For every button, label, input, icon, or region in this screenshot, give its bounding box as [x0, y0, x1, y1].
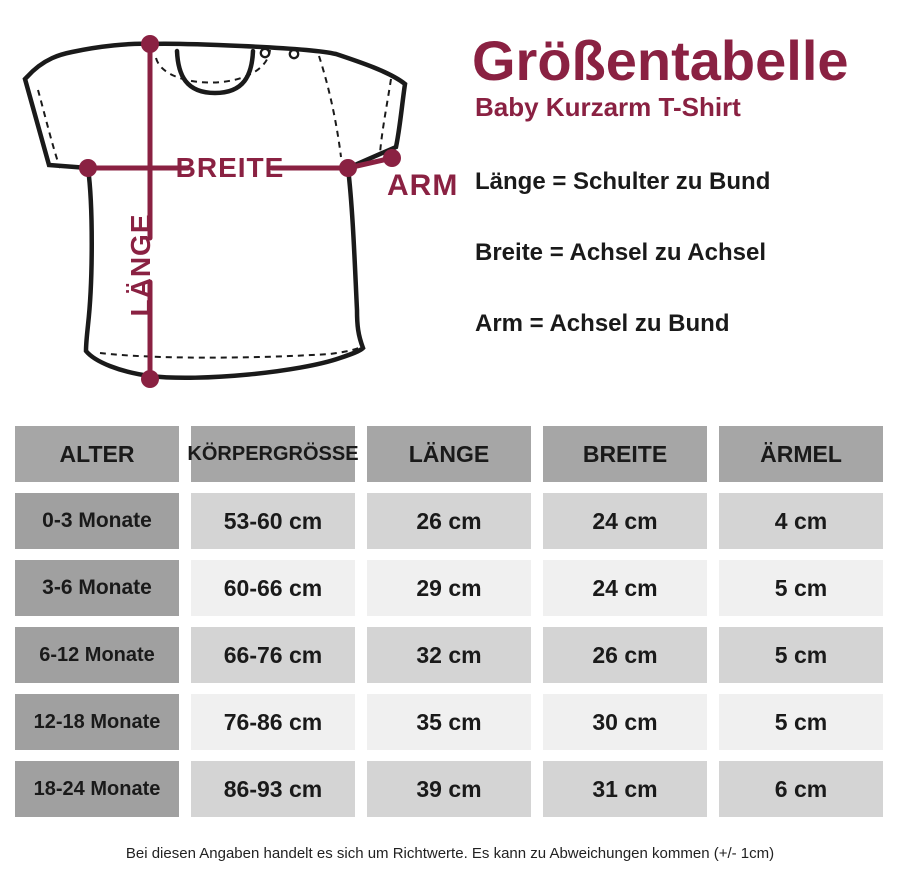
svg-text:ARM: ARM — [387, 169, 458, 202]
svg-text:BREITE: BREITE — [176, 152, 285, 183]
svg-text:LÄNGE: LÄNGE — [125, 214, 156, 317]
